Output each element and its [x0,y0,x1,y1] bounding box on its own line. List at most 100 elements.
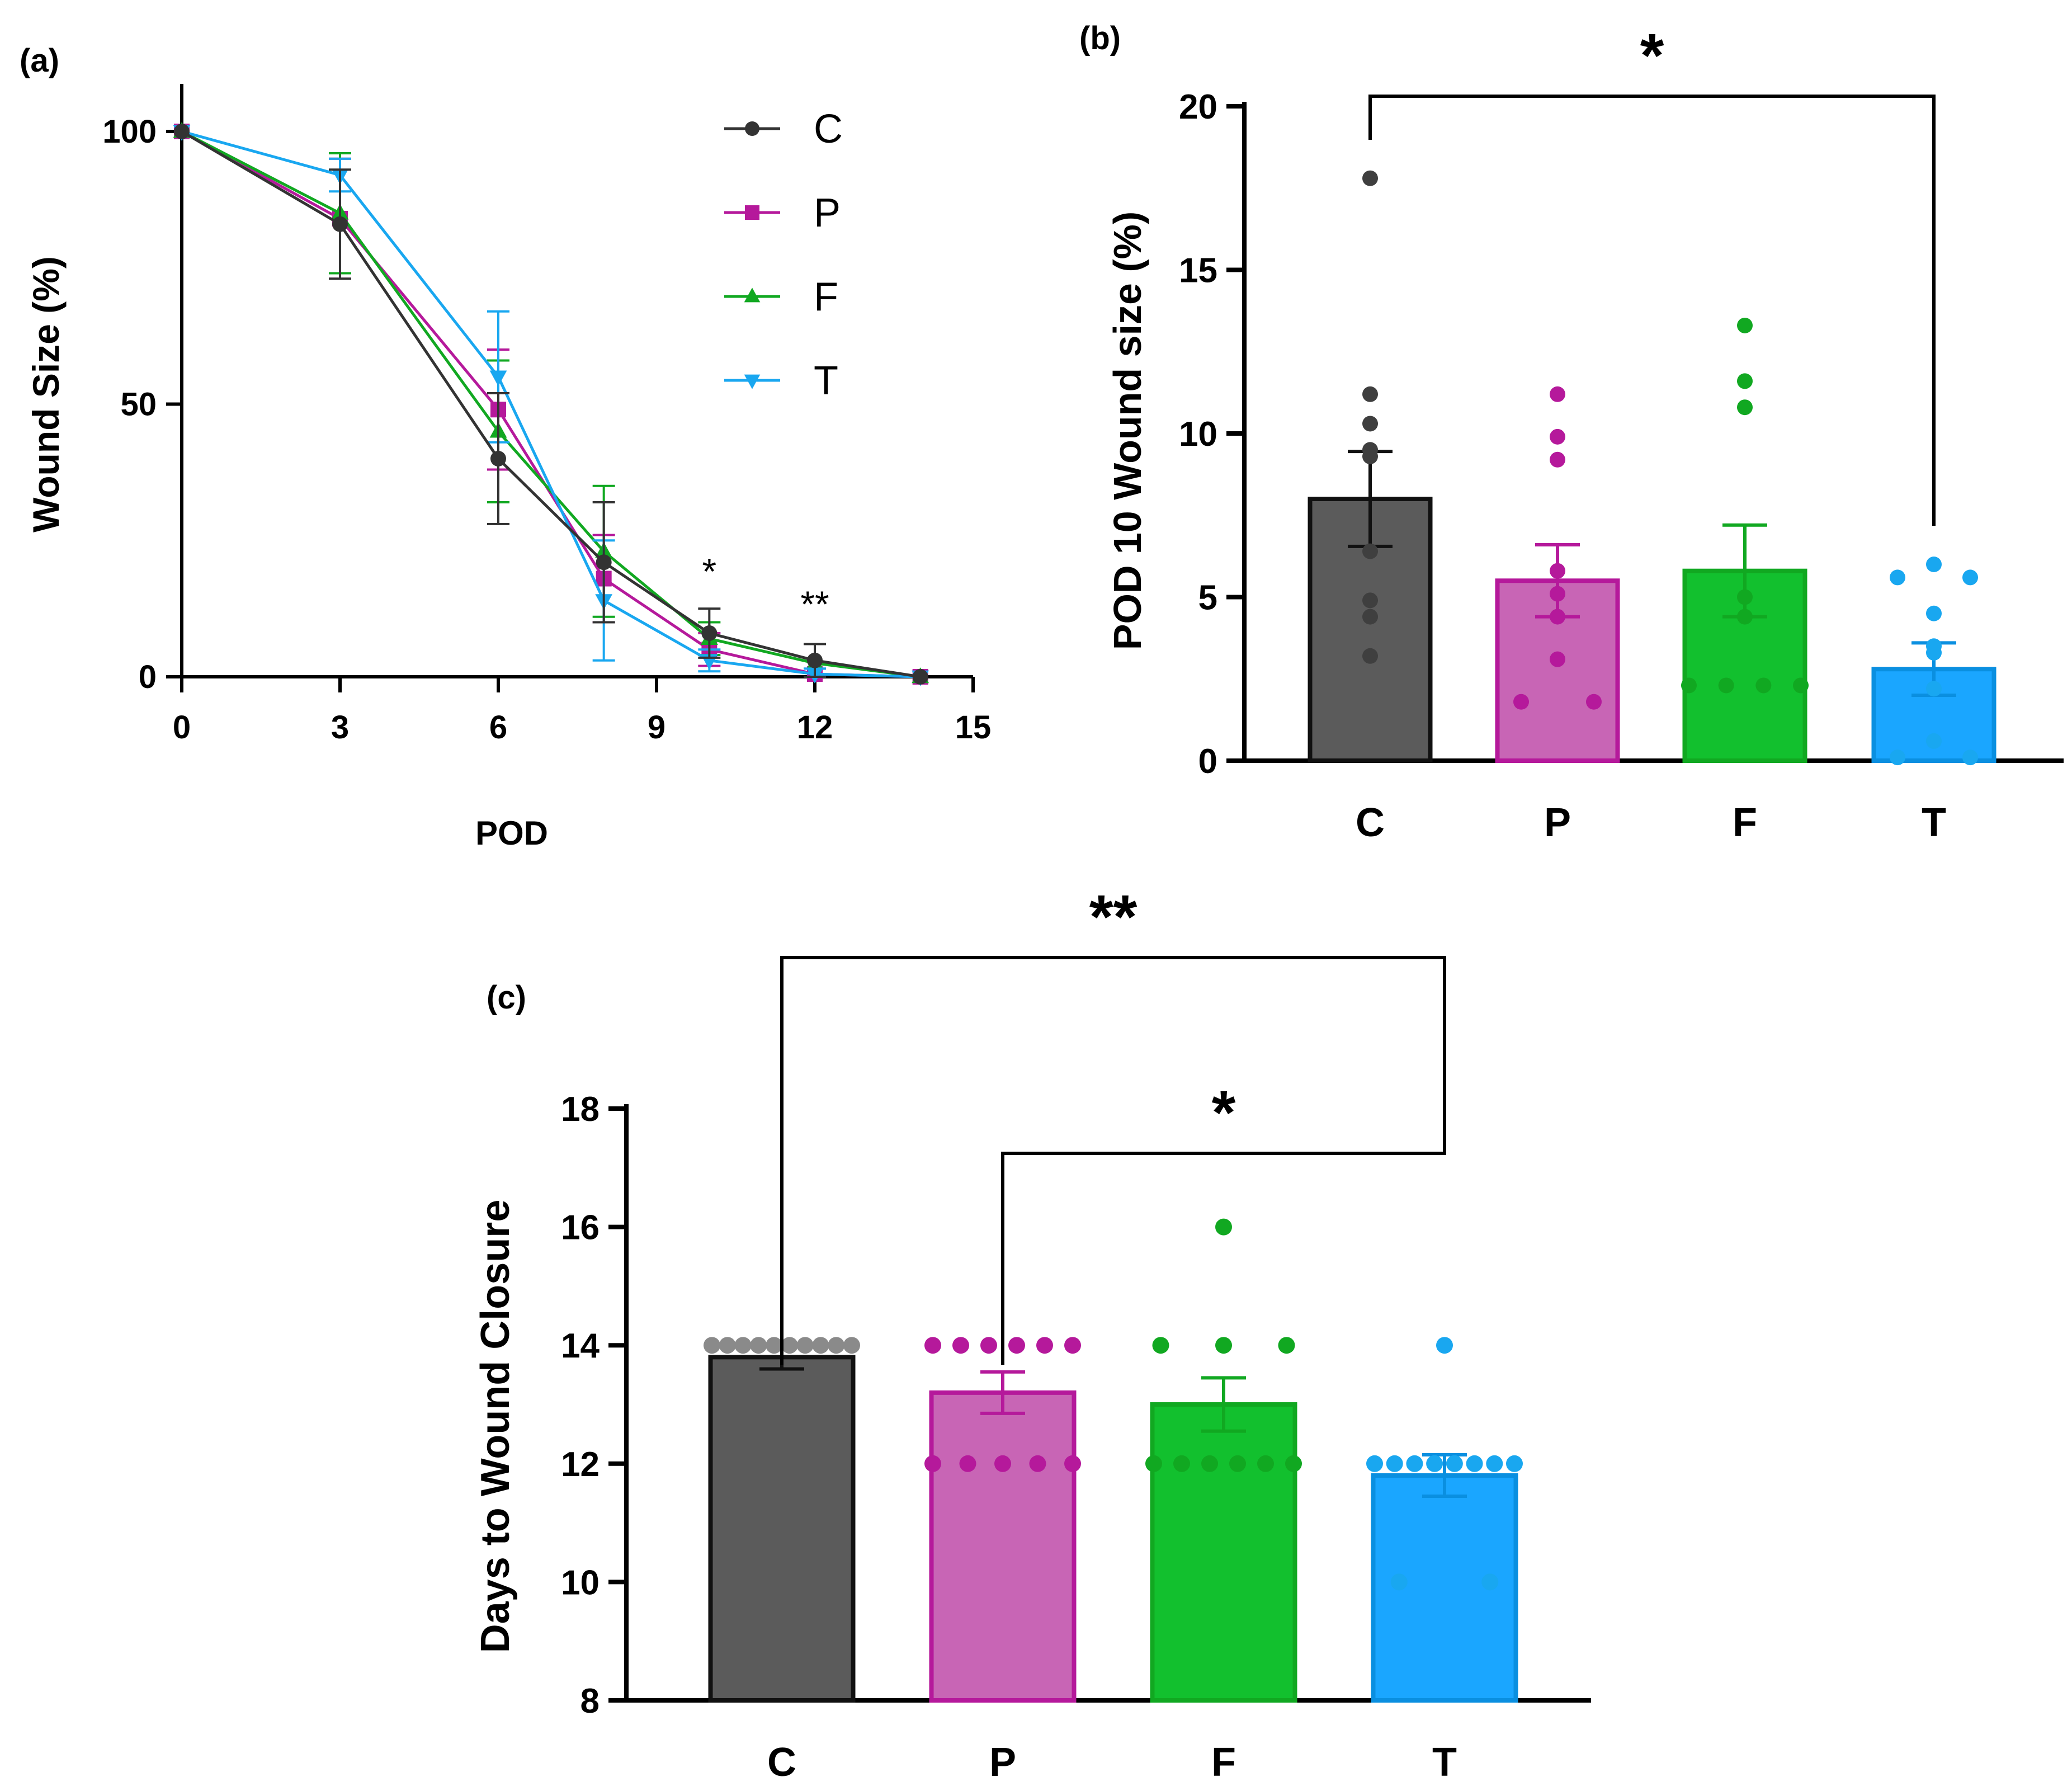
b-point-F [1755,677,1772,694]
b-point-T [1926,644,1942,661]
a-x-tick-label: 12 [797,709,833,746]
c-bar-F [1150,1402,1297,1703]
c-point-F [1278,1337,1295,1354]
c-significance-label: ** [1089,883,1138,951]
c-point-P [924,1337,941,1354]
b-point-P [1586,694,1602,710]
b-point-T [1926,605,1942,621]
a-y-tick-label: 0 [139,659,157,695]
a-point-C [701,625,718,641]
c-x-tick-label-T: T [1432,1740,1457,1777]
c-point-T [1506,1455,1523,1472]
b-point-T [1962,750,1978,766]
c-y-tick-label: 18 [561,1090,600,1129]
c-point-P [1008,1337,1025,1354]
c-point-P [1036,1337,1053,1354]
a-point-T [489,370,507,386]
a-x-tick-label: 9 [648,709,666,746]
c-point-T [1481,1573,1499,1591]
c-point-P [980,1337,997,1354]
b-point-C [1362,592,1378,609]
panel-b-ylabel: POD 10 Wound size (%) [1106,211,1149,650]
c-point-F [1215,1337,1232,1354]
b-y-tick-label: 20 [1179,88,1217,126]
b-point-C [1362,386,1378,402]
b-point-P [1550,451,1565,468]
b-point-C [1362,416,1378,432]
b-bar-F [1682,568,1807,763]
a-point-C [807,652,823,668]
c-point-C [734,1337,752,1354]
b-point-T [1890,569,1905,586]
b-point-F [1737,317,1753,333]
c-y-tick-label: 8 [580,1682,600,1721]
b-point-F [1737,373,1753,389]
c-point-F [1145,1455,1162,1472]
panel-a-xlabel: POD [475,814,548,852]
b-point-F [1681,677,1697,694]
c-x-tick-label-C: C [767,1740,796,1777]
c-point-P [959,1455,976,1472]
c-point-T [1390,1573,1408,1591]
c-point-F [1215,1218,1232,1236]
b-point-P [1550,563,1565,579]
c-point-F [1201,1455,1218,1472]
c-bar-T [1371,1473,1518,1703]
a-point-C [912,669,928,685]
c-point-F [1257,1455,1274,1472]
c-point-F [1152,1337,1169,1354]
a-point-C [490,451,506,466]
c-point-C [796,1337,814,1354]
a-legend-label-P: P [814,191,841,235]
a-y-tick-label: 100 [102,114,157,150]
c-point-P [1064,1455,1081,1472]
panel-b: (b) 0 5 10 15 20 C P F T * POD 10 Wound size (%) [1079,20,2064,845]
a-x-tick-label: 0 [173,709,191,746]
b-point-F [1718,677,1734,694]
c-point-P [1064,1337,1081,1354]
a-significance-label: * [702,550,716,592]
b-significance-label: * [1640,21,1664,90]
b-point-C [1362,609,1378,625]
a-significance-label: ** [800,583,829,625]
panel-c-label: (c) [487,979,526,1016]
a-y-tick-label: 50 [120,386,157,423]
panel-c-ylabel: Days to Wound Closure [473,1200,518,1653]
b-point-T [1926,733,1942,749]
c-point-C [843,1337,860,1354]
b-point-T [1926,681,1942,697]
c-point-F [1173,1455,1190,1472]
c-y-tick-label: 10 [561,1563,600,1602]
c-point-C [766,1337,783,1354]
c-point-T [1486,1455,1503,1472]
panel-b-label: (b) [1079,20,1121,56]
c-point-T [1436,1337,1453,1354]
b-point-C [1362,448,1378,464]
a-x-tick-label: 3 [331,709,349,746]
c-point-P [1029,1455,1046,1472]
b-point-F [1793,677,1809,694]
c-bar-P [929,1390,1077,1703]
b-point-P [1513,694,1529,710]
c-point-T [1446,1455,1463,1472]
panel-a-ylabel: Wound Size (%) [25,256,67,532]
c-point-F [1285,1455,1302,1472]
b-point-T [1962,569,1978,586]
a-series-C [174,124,928,685]
b-y-tick-label: 15 [1179,252,1217,290]
b-x-tick-label-C: C [1356,800,1385,845]
b-point-P [1550,651,1565,667]
b-point-C [1362,648,1378,664]
b-point-T [1890,750,1905,766]
c-point-C [719,1337,736,1354]
c-point-C [781,1337,798,1354]
b-point-P [1550,586,1565,602]
a-legend-label-C: C [814,107,843,152]
c-point-C [704,1337,720,1354]
c-point-F [1229,1455,1246,1472]
b-point-P [1550,386,1565,402]
